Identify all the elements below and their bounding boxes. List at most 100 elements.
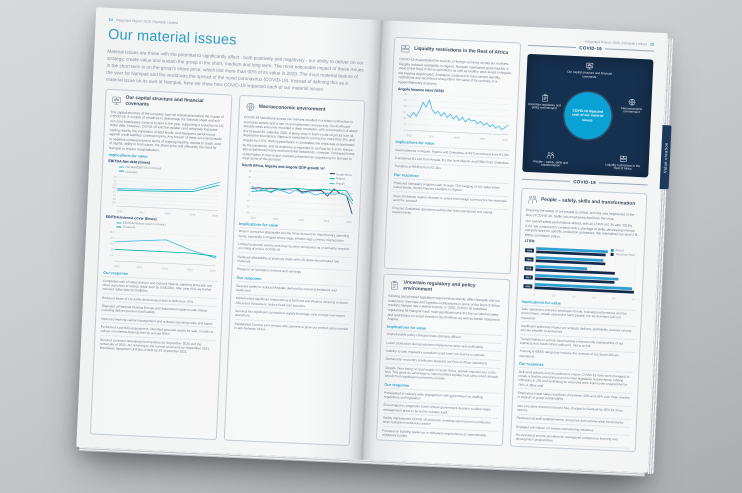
kwanza-rates-chart: Angola kwanza rates (US$) 0 5 10 15 20 25 30 201… <box>397 86 510 143</box>
header-text: Integrated Report 2020 | Nampak Limited <box>115 18 179 25</box>
ebitda-interest-cover-chart: EBITDA:Interest cover (times) EBITDA/Inte… <box>105 215 217 274</box>
svg-text:2020: 2020 <box>346 221 352 224</box>
svg-text:-5: -5 <box>247 193 250 196</box>
gdp-growth-chart: South Africa, Nigeria and Angola GDP gro… <box>241 163 354 224</box>
implications-list: Unpredictable policy changes make planni… <box>384 329 502 385</box>
svg-text:2018: 2018 <box>298 218 304 221</box>
svg-text:2020: 2020 <box>212 214 218 217</box>
svg-text:2016: 2016 <box>406 134 412 137</box>
svg-text:2019: 2019 <box>190 213 196 216</box>
ebitda-net-debt-chart: EBITDA:Net debt (times) Net debt/EBITDA (… <box>108 159 220 218</box>
svg-text:0.5: 0.5 <box>631 298 635 301</box>
svg-text:2017: 2017 <box>139 211 145 214</box>
response-list: Reacted swiftly to reduced Angolan deman… <box>234 280 351 337</box>
diagram-node-liquidity: Liquidity restrictions in the Rest of Af… <box>603 153 643 172</box>
node-label: People – safety, skills and transformati… <box>533 158 568 168</box>
svg-text:2018: 2018 <box>526 268 532 270</box>
svg-text:0: 0 <box>404 129 406 132</box>
svg-text:2017: 2017 <box>525 277 531 279</box>
svg-text:3.0: 3.0 <box>113 183 117 186</box>
implications-list: Drop in consumer disposable income limit… <box>236 226 354 279</box>
svg-text:0: 0 <box>533 293 535 296</box>
svg-text:0.4: 0.4 <box>611 297 615 300</box>
tab-label: Value creation <box>662 141 669 173</box>
section-title: Macroeconomic environment <box>258 104 326 113</box>
svg-text:2020: 2020 <box>526 250 532 252</box>
diagram-node-capital: Our capital structure and financial cove… <box>567 61 613 80</box>
svg-text:0.5: 0.5 <box>112 201 116 204</box>
page-number: 15 <box>649 42 655 47</box>
svg-text:-15: -15 <box>246 205 250 208</box>
diagram-node-macro: Macroeconomic environment <box>614 97 649 116</box>
response-list: Participated in industry-wide engagement… <box>382 387 499 444</box>
svg-text:5: 5 <box>249 181 251 184</box>
node-label: Our capital structure and financial cove… <box>567 69 612 79</box>
ltifr-chart: LTIFR Actual Tolerance level 0 0.1 0.2 0.3 0.4 0… <box>522 239 636 302</box>
svg-text:2017: 2017 <box>137 266 143 269</box>
macroeconomic-section: Macroeconomic environment COVID-19 lockd… <box>223 95 366 447</box>
svg-text:2020: 2020 <box>502 139 508 142</box>
covid-divider: COVID-19 <box>521 177 648 188</box>
svg-text:2019: 2019 <box>479 138 485 141</box>
svg-text:4.0: 4.0 <box>113 175 117 178</box>
svg-text:0.3: 0.3 <box>592 296 596 299</box>
svg-text:2018: 2018 <box>162 268 168 271</box>
response-list: Completed sale of Glass division and Car… <box>99 275 218 357</box>
section-body: Existing and planned legislative require… <box>387 294 501 322</box>
page-number: 14 <box>108 17 114 23</box>
svg-text:2016: 2016 <box>250 216 256 219</box>
svg-text:3.5: 3.5 <box>113 179 117 182</box>
covid-impact-diagram: Our capital structure and financial cove… <box>521 53 654 178</box>
monitor-scales-icon <box>111 95 122 106</box>
right-page: Integrated Report 2020 | Nampak Limited … <box>362 20 668 473</box>
magazine-spread: 14 Integrated Report 2020 | Nampak Limit… <box>76 7 674 477</box>
svg-text:10.0: 10.0 <box>109 231 115 234</box>
globe-icon <box>244 101 255 112</box>
svg-text:2017: 2017 <box>429 135 435 138</box>
section-body: COVID-19 lockdowns across our markets re… <box>241 115 358 162</box>
svg-text:30: 30 <box>404 93 407 96</box>
value-creation-tab: Value creation <box>659 125 672 190</box>
banknotes-icon <box>399 43 410 54</box>
regulatory-section: Uncertain regulatory and policy environm… <box>375 273 510 447</box>
implications-list: Cash balances in Angola, Nigeria and Zim… <box>394 145 510 176</box>
left-page: 14 Integrated Report 2020 | Nampak Limit… <box>76 7 382 460</box>
svg-text:-10: -10 <box>246 199 250 202</box>
svg-text:2.0: 2.0 <box>110 254 114 257</box>
svg-text:10: 10 <box>248 175 251 178</box>
svg-text:15: 15 <box>403 111 406 114</box>
response-list: Delivered policies and procedures to ens… <box>514 367 634 453</box>
svg-text:1.5: 1.5 <box>113 193 117 196</box>
svg-text:2019: 2019 <box>323 219 329 222</box>
people-icon <box>526 194 537 205</box>
node-label: Uncertain regulatory and policy environm… <box>527 101 561 111</box>
clipboard-icon <box>389 280 400 291</box>
svg-text:2.0: 2.0 <box>113 190 117 193</box>
node-label: Macroeconomic environment <box>620 105 643 115</box>
node-label: Liquidity restrictions in the Rest of Af… <box>605 162 641 171</box>
svg-text:4.0: 4.0 <box>110 248 114 251</box>
svg-text:0.1: 0.1 <box>552 294 556 297</box>
covid-label: COVID-19 <box>579 45 603 52</box>
covid-label: COVID-19 <box>573 179 597 186</box>
liquidity-section: Liquidity restrictions in the Rest of Af… <box>383 36 521 275</box>
section-title: Liquidity restrictions in the Rest of Af… <box>414 46 509 56</box>
svg-text:2016: 2016 <box>114 265 120 268</box>
diagram-node-regulatory: Uncertain regulatory and policy environm… <box>527 93 562 112</box>
section-title: People – safety, skills and transformati… <box>540 197 636 207</box>
svg-text:0.2: 0.2 <box>572 295 576 298</box>
svg-text:0: 0 <box>249 187 251 190</box>
response-list: Protected Nampak's Angolan cash through … <box>392 178 509 222</box>
people-section: People – safety, skills and transformati… <box>509 187 648 453</box>
section-title: Uncertain regulatory and policy environm… <box>403 280 476 293</box>
section-body: Our overall safety performance ebbed, wi… <box>524 219 639 239</box>
section-body: COVID-19 exacerbated the scarcity of for… <box>398 57 512 86</box>
svg-text:2016: 2016 <box>117 210 123 213</box>
svg-text:20: 20 <box>404 105 407 108</box>
section-body: The capital structure of the company was… <box>108 109 224 153</box>
svg-text:8.0: 8.0 <box>111 237 115 240</box>
capital-structure-section: Our capital structure and financial cove… <box>89 88 232 441</box>
svg-text:25: 25 <box>404 99 407 102</box>
svg-text:1.0: 1.0 <box>112 197 116 200</box>
